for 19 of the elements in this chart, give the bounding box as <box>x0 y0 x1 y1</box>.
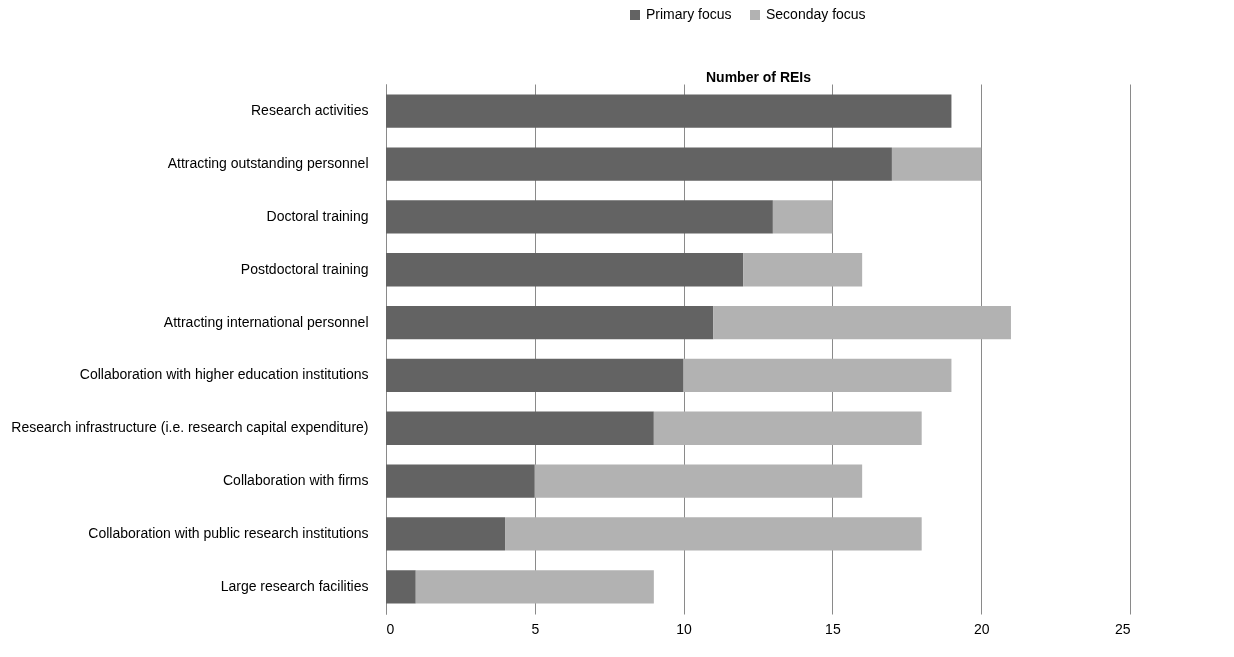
y-tick-label: Attracting outstanding personnel <box>167 155 369 172</box>
y-tick-label: Collaboration with higher education institutions <box>79 366 369 383</box>
x-tick-label: 25 <box>1114 620 1131 637</box>
x-tick-label: 5 <box>531 620 540 637</box>
y-tick-label: Collaboration with firms <box>223 472 369 489</box>
y-tick-label: Research infrastructure (i.e. research capital expenditure) <box>11 419 369 436</box>
y-tick-label: Large research facilities <box>220 577 369 594</box>
x-tick-label: 15 <box>825 620 841 637</box>
x-axis-title: Number of REIs <box>705 68 812 85</box>
y-tick-label: Research activities <box>251 102 369 119</box>
legend-label: Seconday focus <box>766 6 866 22</box>
y-tick-label: Attracting international personnel <box>163 313 369 330</box>
legend-label: Primary focus <box>646 6 732 22</box>
y-tick-label: Postdoctoral training <box>240 260 369 277</box>
x-tick-label: 10 <box>676 620 693 637</box>
y-tick-label: Doctoral training <box>266 207 369 224</box>
x-tick-label: 0 <box>386 620 395 637</box>
x-tick-label: 20 <box>973 620 990 637</box>
y-tick-label: Collaboration with public research institutions <box>88 524 369 541</box>
